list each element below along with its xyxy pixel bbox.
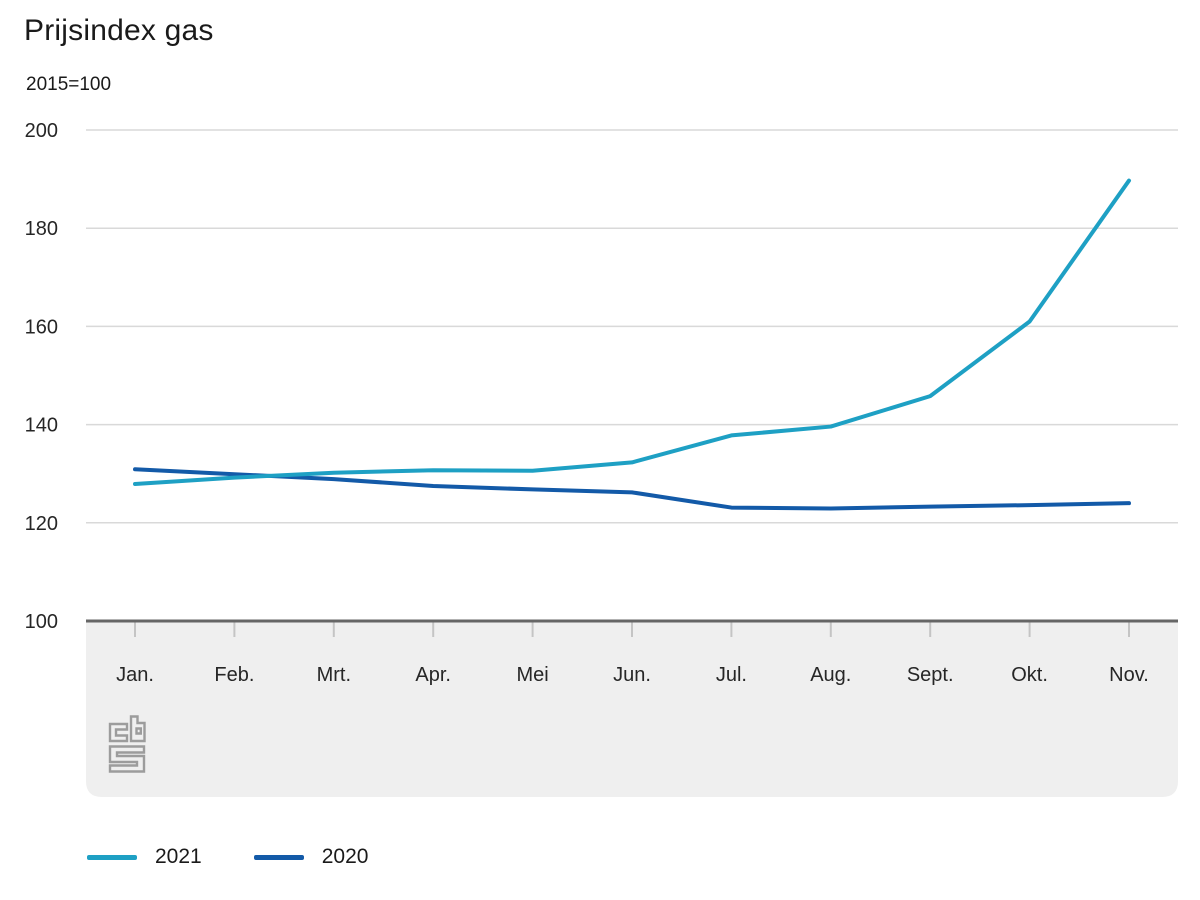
legend-line-swatch-2020 bbox=[253, 854, 304, 860]
x-axis-label-6: Jun. bbox=[613, 664, 651, 686]
x-axis-label-3: Mrt. bbox=[317, 664, 351, 686]
y-axis-label-120: 120 bbox=[25, 513, 58, 535]
legend-item-2020[interactable]: 2020 bbox=[253, 845, 369, 869]
cbs-logo-stroke-3 bbox=[135, 727, 142, 735]
x-axis-label-2: Feb. bbox=[214, 664, 254, 686]
page-title: Prijsindex gas bbox=[24, 14, 214, 47]
y-axis-label-200: 200 bbox=[25, 120, 58, 142]
x-axis-band bbox=[86, 621, 1178, 797]
x-axis-label-11: Nov. bbox=[1109, 664, 1149, 686]
y-axis-label-160: 160 bbox=[25, 316, 58, 338]
x-axis-label-8: Aug. bbox=[810, 664, 851, 686]
y-axis-label-100: 100 bbox=[25, 611, 58, 633]
legend-label-2020: 2020 bbox=[321, 845, 369, 868]
series-line-2020 bbox=[133, 467, 1131, 511]
series-line-2021 bbox=[133, 178, 1131, 487]
chart-legend: 2021 2020 bbox=[87, 845, 368, 869]
cbs-logo-icon bbox=[108, 715, 146, 773]
x-axis-label-9: Sept. bbox=[907, 664, 954, 686]
y-axis-label-180: 180 bbox=[25, 218, 58, 240]
legend-item-2021[interactable]: 2021 bbox=[87, 845, 202, 869]
legend-line-swatch-2021 bbox=[87, 854, 137, 860]
y-axis-label-140: 140 bbox=[25, 415, 58, 437]
cbs-logo-stroke-1 bbox=[108, 722, 129, 743]
legend-label-2021: 2021 bbox=[155, 845, 202, 868]
x-axis-label-5: Mei bbox=[516, 664, 548, 686]
x-axis-line bbox=[86, 619, 1178, 623]
x-axis-label-1: Jan. bbox=[116, 664, 154, 686]
cbs-logo-stroke-4 bbox=[108, 745, 146, 773]
x-axis-label-10: Okt. bbox=[1011, 664, 1048, 686]
chart-subtitle: 2015=100 bbox=[26, 74, 112, 95]
x-axis-label-4: Apr. bbox=[415, 664, 451, 686]
line-chart: 100 120 140 160 180 200 Jan. Feb. Mrt. Apr. Mei Jun… bbox=[25, 120, 1178, 797]
cbs-logo-stroke-2 bbox=[129, 715, 146, 743]
x-axis-label-7: Jul. bbox=[716, 664, 747, 686]
